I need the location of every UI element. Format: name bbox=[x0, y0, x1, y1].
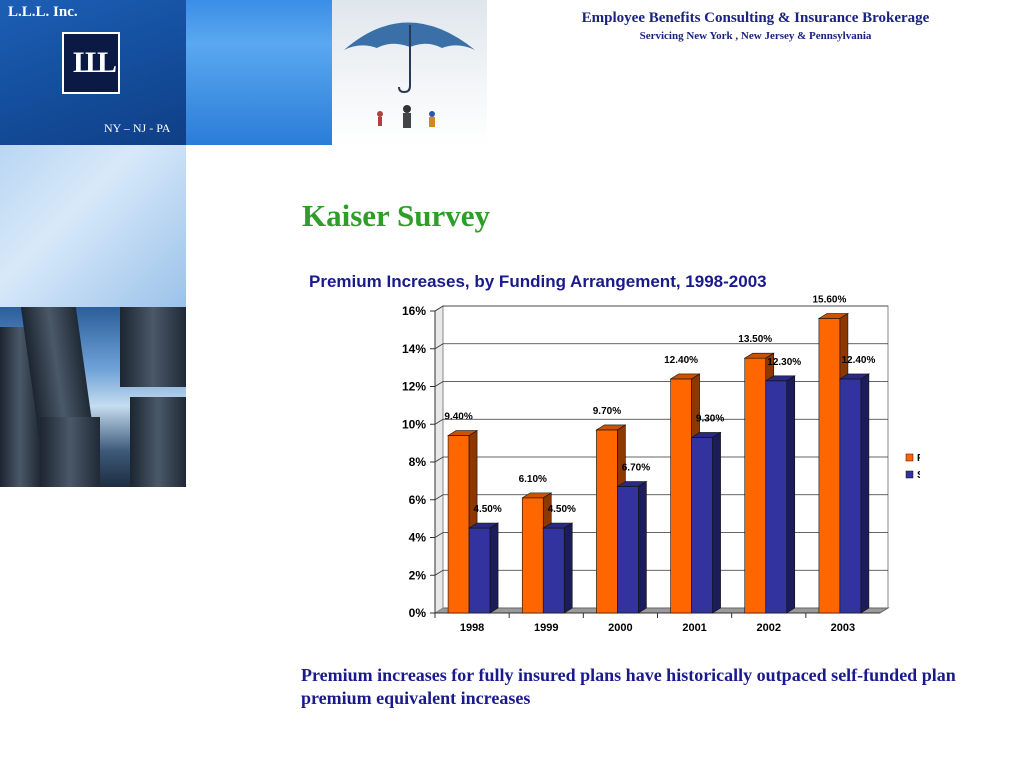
gridline bbox=[434, 381, 888, 387]
bar-front bbox=[839, 378, 862, 614]
data-label: 6.10% bbox=[519, 474, 547, 485]
bar-side bbox=[786, 375, 796, 614]
bar-front bbox=[744, 357, 767, 614]
x-tick-label: 2003 bbox=[831, 622, 855, 634]
blue-texture-image bbox=[186, 0, 332, 145]
gridline bbox=[434, 343, 888, 350]
y-tick-label: 10% bbox=[402, 417, 426, 431]
bar-front bbox=[468, 527, 491, 614]
legend-swatch bbox=[905, 453, 914, 462]
bar-front bbox=[765, 380, 788, 614]
chart-title: Premium Increases, by Funding Arrangemen… bbox=[309, 272, 767, 291]
bar-front bbox=[670, 378, 692, 614]
data-label: 9.30% bbox=[696, 413, 724, 424]
building-texture-image bbox=[0, 145, 186, 307]
skyscraper-image bbox=[0, 307, 186, 487]
y-tick-label: 6% bbox=[409, 493, 427, 507]
company-logo: LLL bbox=[62, 32, 120, 94]
bar-side bbox=[638, 480, 647, 614]
region-text: NY – NJ - PA bbox=[104, 121, 171, 135]
slide-caption: Premium increases for fully insured plan… bbox=[301, 665, 956, 708]
bar-side bbox=[860, 373, 870, 614]
bar-front bbox=[447, 435, 470, 614]
data-label: 12.40% bbox=[664, 355, 698, 366]
legend-swatch bbox=[905, 470, 914, 479]
company-name: L.L.L. Inc. bbox=[8, 4, 78, 20]
bar-side bbox=[712, 431, 721, 614]
logo-text: LLL bbox=[72, 46, 117, 79]
bar-side bbox=[489, 522, 499, 614]
y-tick-label: 2% bbox=[409, 568, 427, 582]
data-label: 12.40% bbox=[841, 355, 875, 366]
umbrella-image bbox=[332, 0, 487, 145]
y-tick-label: 16% bbox=[402, 304, 426, 318]
bar-front bbox=[691, 437, 713, 614]
y-tick-label: 4% bbox=[409, 531, 427, 545]
gridline bbox=[434, 532, 888, 538]
y-tick-label: 12% bbox=[402, 380, 426, 394]
bar-front bbox=[521, 497, 544, 614]
bar-front bbox=[596, 429, 618, 614]
y-tick-label: 0% bbox=[409, 606, 427, 620]
data-label: 6.70% bbox=[622, 463, 650, 474]
y-tick-label: 8% bbox=[409, 455, 427, 469]
umbrella-icon bbox=[344, 22, 475, 128]
data-label: 9.40% bbox=[444, 412, 472, 423]
bar-side bbox=[563, 522, 573, 614]
gridline bbox=[434, 418, 888, 425]
data-label: 4.50% bbox=[473, 504, 501, 515]
x-tick-label: 2002 bbox=[757, 622, 781, 634]
bar-chart: 0% 2% 4% 6% 8% 10% 12% 14% 16% 9.40% 4.50% 1998 6.10… bbox=[402, 295, 920, 634]
slide-title: Kaiser Survey bbox=[302, 198, 490, 233]
data-label: 13.50% bbox=[738, 334, 772, 345]
gridline bbox=[434, 305, 888, 312]
header-title: Employee Benefits Consulting & Insurance… bbox=[581, 10, 930, 26]
gridline bbox=[434, 569, 888, 576]
data-label: 4.50% bbox=[548, 504, 576, 515]
x-tick-label: 2001 bbox=[682, 622, 706, 634]
data-label: 15.60% bbox=[812, 295, 846, 306]
legend-label: SELF-FUNDED bbox=[917, 470, 920, 481]
data-label: 12.30% bbox=[767, 357, 801, 368]
bar-front bbox=[617, 486, 639, 614]
x-tick-label: 1999 bbox=[534, 622, 558, 634]
legend-label: FULLY INSURED bbox=[917, 453, 920, 464]
y-tick-label: 14% bbox=[402, 342, 426, 356]
bar-front bbox=[818, 318, 841, 614]
data-label: 9.70% bbox=[593, 406, 621, 417]
x-tick-label: 2000 bbox=[608, 622, 632, 634]
gridline bbox=[434, 456, 888, 463]
gridline bbox=[434, 494, 888, 501]
header-subtitle: Servicing New York , New Jersey & Pennsy… bbox=[639, 30, 872, 42]
x-tick-label: 1998 bbox=[460, 622, 484, 634]
bar-front bbox=[542, 527, 565, 614]
